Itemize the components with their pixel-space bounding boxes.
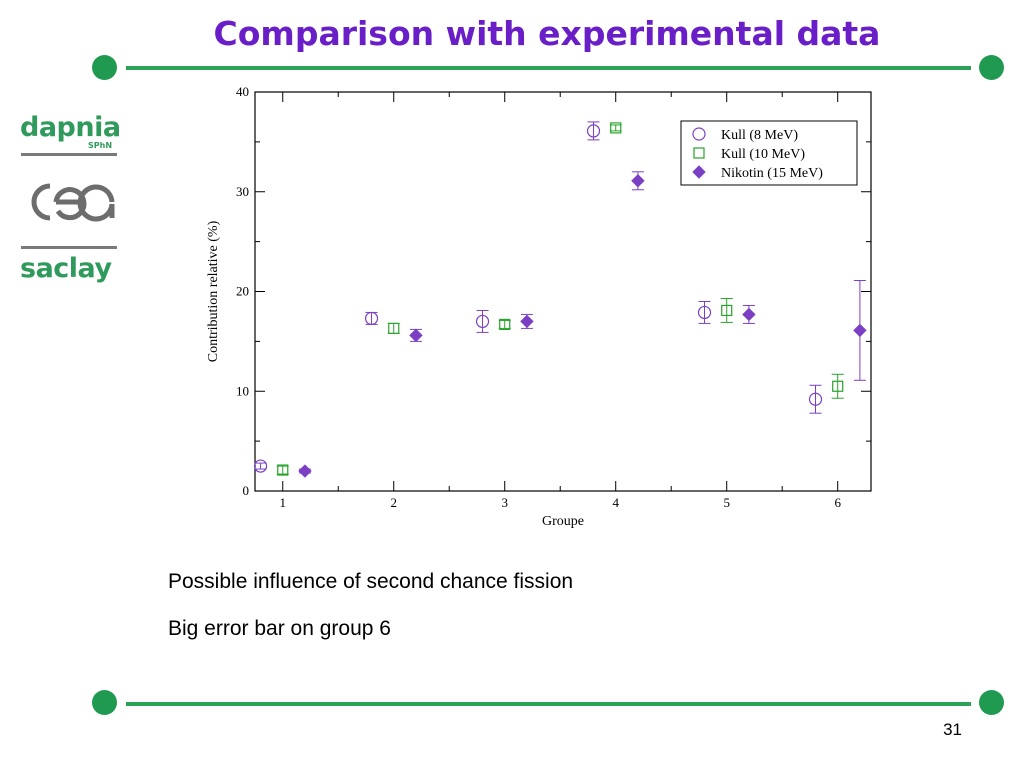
data-point xyxy=(253,459,268,473)
y-axis-label: Contribution relative (%) xyxy=(206,220,221,362)
dapnia-logo-subtext: SPhN xyxy=(88,141,113,150)
x-tick-label: 5 xyxy=(723,495,730,510)
y-tick-label: 30 xyxy=(236,184,249,199)
x-tick-label: 1 xyxy=(279,495,286,510)
x-axis-label: Groupe xyxy=(542,514,584,529)
data-point xyxy=(832,380,844,392)
data-point xyxy=(853,323,867,338)
data-point xyxy=(298,464,312,478)
legend-marker xyxy=(693,147,705,159)
legend-marker xyxy=(692,165,706,179)
legend-marker xyxy=(692,127,706,141)
legend-label: Kull (8 MeV) xyxy=(721,128,798,143)
y-tick-label: 0 xyxy=(243,483,250,498)
data-point xyxy=(631,174,645,188)
legend-box xyxy=(680,120,858,186)
bullet-error-bar: Big error bar on group 6 xyxy=(168,617,391,640)
data-point xyxy=(475,314,490,329)
cea-logo-mark xyxy=(31,183,115,222)
scatter-chart: 1 2 3 4 5 6 0 10 20 30 40 Kull (8 MeV) Kull (10 MeV… xyxy=(206,84,872,529)
chart-axes: 1 2 3 4 5 6 0 10 20 30 40 xyxy=(236,84,872,510)
data-point xyxy=(364,311,379,326)
bottom-left-dot xyxy=(92,690,117,715)
top-rule xyxy=(126,66,971,70)
top-left-dot xyxy=(92,55,117,80)
data-point xyxy=(586,124,601,138)
saclay-logo-text: saclay xyxy=(20,253,112,284)
bottom-right-dot xyxy=(979,690,1004,715)
data-point xyxy=(388,322,400,335)
data-point xyxy=(499,318,511,331)
data-point xyxy=(721,304,733,317)
series-0 xyxy=(253,121,823,473)
y-tick-label: 20 xyxy=(236,284,249,299)
chart-points xyxy=(253,121,867,478)
x-tick-label: 3 xyxy=(501,495,508,510)
page-number: 31 xyxy=(943,720,962,739)
saclay-logo-overline xyxy=(21,246,117,249)
legend-label: Kull (10 MeV) xyxy=(721,147,805,162)
data-point xyxy=(409,328,423,343)
dapnia-logo-underline xyxy=(21,153,117,156)
x-tick-label: 4 xyxy=(612,495,619,510)
x-tick-label: 2 xyxy=(390,495,397,510)
data-point xyxy=(742,307,756,322)
bottom-rule xyxy=(126,702,971,706)
slide-title: Comparison with experimental data xyxy=(213,14,881,53)
data-point xyxy=(520,314,534,329)
series-2 xyxy=(298,171,867,478)
data-point xyxy=(610,122,622,134)
x-tick-label: 6 xyxy=(834,495,841,510)
legend-label: Nikotin (15 MeV) xyxy=(721,166,823,181)
bullet-second-chance: Possible influence of second chance fiss… xyxy=(168,570,574,593)
chart-legend: Kull (8 MeV) Kull (10 MeV) Nikotin (15 MeV… xyxy=(680,120,858,186)
dapnia-logo-text: dapnia xyxy=(20,112,121,143)
data-point xyxy=(808,392,823,406)
data-point xyxy=(697,305,712,320)
series-1 xyxy=(276,122,844,476)
top-right-dot xyxy=(979,55,1004,80)
y-tick-label: 40 xyxy=(236,84,249,99)
data-point xyxy=(277,464,289,476)
y-tick-label: 10 xyxy=(236,383,249,398)
